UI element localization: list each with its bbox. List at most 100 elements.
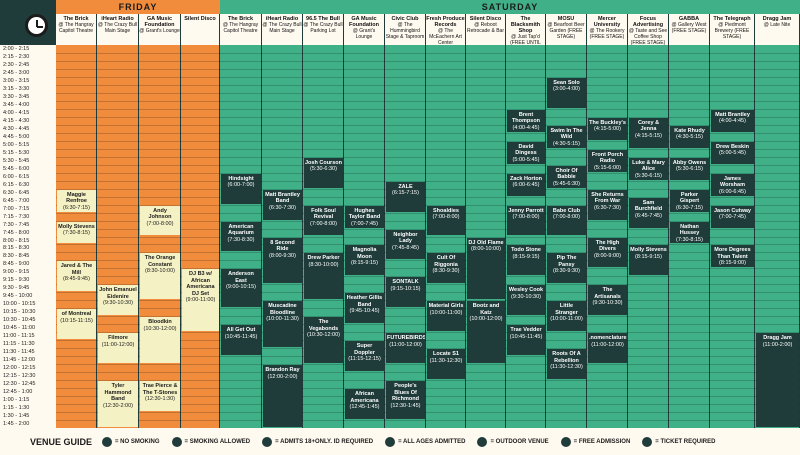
performance-block[interactable]: Maggie Renfroe (6:30-7:15) [57,189,96,212]
performance-block[interactable]: Neighbor Lady (7:45-8:45) [386,229,425,260]
performance-block[interactable]: Todo Stone (8:15-9:15) [507,245,545,276]
performance-block[interactable]: Molly Stevens (7:30-8:15) [57,221,96,244]
performance-block[interactable]: Parker Gispert (6:30-7:15) [670,189,709,212]
performance-block[interactable]: Jason Cutway (7:00-7:45) [711,205,754,228]
performer-name: Drew Parker [307,255,340,262]
performance-block[interactable]: Kate Rhudy (4:30-5:15) [670,125,709,148]
performer-name: Trae Pierce & The T-Stones [142,383,178,396]
performance-block[interactable]: Shoaldies (7:00-8:00) [427,205,465,236]
performance-block[interactable]: Bloodkin (10:30-12:00) [140,317,180,364]
performer-name: Brent Thompson [511,111,541,125]
performance-time: (10:30-12:00) [143,325,177,332]
performance-block[interactable]: David Dingess (5:00-5:45) [507,141,545,164]
performance-block[interactable]: Jared & The Mill (8:45-9:45) [57,261,96,292]
performance-block[interactable]: Trae Pierce & The T-Stones (12:30-1:30) [140,381,180,412]
performance-block[interactable]: Josh Courson (5:30-6:30) [304,157,343,188]
performance-block[interactable]: Trae Vedder (10:45-11:45) [507,325,545,356]
performance-block[interactable]: The Artisanals (9:30-10:30) [588,285,627,316]
performance-block[interactable]: Swim In The Wild (4:30-5:15) [547,125,586,148]
performance-block[interactable]: Matt Brantley (4:00-4:45) [711,109,754,132]
performance-block[interactable]: Matt Brantley Band (6:30-7:30) [263,189,302,220]
time-label: 12:15 - 12:30 [3,373,36,380]
performance-block[interactable]: Folk Soul Revival (7:00-8:00) [304,205,343,236]
performance-block[interactable]: Hindsight (6:00-7:00) [221,173,261,204]
performance-block[interactable]: ZALE (6:15-7:15) [386,181,425,212]
performance-time: (6:15-7:15) [392,190,419,197]
performance-block[interactable]: Babe Club (7:00-8:00) [547,205,586,236]
performance-block[interactable]: Anderson East (9:00-10:15) [221,269,261,308]
performance-block[interactable]: Magnolia Moon (8:15-9:15) [345,245,384,276]
performance-block[interactable]: FUTUREBIRDS (11:00-12:00) [386,333,425,364]
performance-block[interactable]: Muscadine Bloodline (10:00-11:30) [263,301,302,348]
performance-time: (11:00-12:00) [591,341,624,348]
performance-block[interactable]: African Americana (12:45-1:45) [345,389,384,419]
performance-block[interactable]: Andy Johnson (7:00-8:00) [140,205,180,236]
performance-block[interactable]: The Buckley's (4:15-5:00) [588,117,627,140]
performance-time: (7:00-8:00) [432,214,460,221]
performance-block[interactable]: DJ Old Flame (8:00-10:00) [467,237,505,300]
performance-block[interactable]: The Orange Constant (8:30-10:00) [140,253,180,300]
performance-block[interactable]: American Aquarium (7:30-8:30) [221,221,261,252]
performer-name: Choir Of Babble [555,167,578,181]
performance-time: (12:45-1:45) [349,404,380,411]
performance-block[interactable]: She Returns From War (6:30-7:30) [588,189,627,220]
performance-block[interactable]: Jenny Parrott (7:00-8:00) [507,205,545,236]
legend-item: = SMOKING ALLOWED [171,436,250,447]
performance-block[interactable]: of Montreal (10:15-11:15) [57,309,96,340]
performance-block[interactable]: Brent Thompson (4:00-4:45) [507,109,545,132]
performance-block[interactable]: People's Blues Of Richmond (12:30-1:45) [386,381,425,420]
performance-block[interactable]: Sam Burchfield (6:45-7:45) [629,197,668,228]
performance-block[interactable]: James Worsham (6:00-6:45) [711,173,754,196]
venue-column [97,45,139,428]
performance-block[interactable]: All Get Out (10:45-11:45) [221,325,261,356]
performance-block[interactable]: Little Stranger (10:00-11:00) [547,301,586,332]
venue-column [181,45,220,428]
time-label: 7:30 - 7:45 [3,221,30,228]
performance-block[interactable]: .nomenclature (11:00-12:00) [588,333,627,364]
performance-block[interactable]: Corey & Jenna (4:15-5:15) [629,117,668,148]
performance-block[interactable]: Bootz and Katz (10:00-12:00) [467,301,505,364]
legend-icon [560,436,571,447]
performance-block[interactable]: Brandon Ray (12:00-2:00) [263,365,302,427]
performance-block[interactable]: 8 Second Ride (8:00-9:30) [263,237,302,284]
performance-block[interactable]: Cult Of Riggonia (8:30-9:30) [427,253,465,284]
performance-block[interactable]: Front Porch Radio (5:15-6:00) [588,149,627,172]
performer-name: John Emanuel Eidenire [99,287,137,300]
performance-block[interactable]: The High Divers (8:00-9:00) [588,237,627,268]
performance-block[interactable]: The Vegabonds (10:30-12:00) [304,317,343,364]
performance-block[interactable]: Material Girls (10:00-11:00) [427,301,465,332]
performance-block[interactable]: Nathan Hussey (7:30-8:15) [670,221,709,244]
performance-block[interactable]: Wesley Cook (9:30-10:30) [507,285,545,316]
performance-block[interactable]: Dragg Jam (11:00-2:00) [756,333,799,427]
time-label: 5:30 - 5:45 [3,157,30,164]
performance-block[interactable]: Pip The Pansy (8:30-9:30) [547,253,586,284]
performer-name: Abby Owens [672,159,707,166]
performer-name: Tyler Hammond Band [104,383,132,403]
performance-block[interactable]: Roots Of A Rebellion (11:30-12:30) [547,349,586,380]
performance-block[interactable]: Drew Parker (8:30-10:00) [304,253,343,300]
performance-block[interactable]: Molly Stevens (8:15-9:15) [629,245,668,276]
performance-block[interactable]: Zack Horton (6:00-6:45) [507,173,545,196]
performance-block[interactable]: DJ B3 w/ African Americana DJ Set (9:00-1… [182,269,219,332]
performance-block[interactable]: Filmore (11:00-12:00) [98,333,138,364]
performance-block[interactable]: Choir Of Babble (5:45-6:30) [547,165,586,188]
performance-block[interactable]: Abby Owens (5:30-6:15) [670,157,709,180]
performance-block[interactable]: Hughes Taylor Band (7:00-7:45) [345,205,384,228]
performance-time: (7:00-8:00) [310,220,337,227]
performance-time: (11:30-12:30) [429,357,463,364]
performance-block[interactable]: Luke & Mary Alice (5:30-6:15) [629,157,668,180]
performance-block[interactable]: Heather Gillis Band (9:45-10:45) [345,293,384,324]
time-label: 2:45 - 3:00 [3,69,30,76]
performance-block[interactable]: Locate S1 (11:30-12:30) [427,349,465,380]
performer-name: African Americana [350,391,379,404]
performance-block[interactable]: Sean Solo (3:00-4:00) [547,77,586,108]
performance-block[interactable]: John Emanuel Eidenire (9:30-10:30) [98,285,138,316]
performance-block[interactable]: More Degrees Than Talent (8:15-9:00) [711,245,754,268]
performance-block[interactable]: Super Doppler (11:15-12:15) [345,341,384,372]
time-label: 7:15 - 7:30 [3,213,30,220]
venue-header: Silent Disco @ Reboot Retrocade & Bar [466,14,506,45]
performance-block[interactable]: Tyler Hammond Band (12:30-2:00) [98,381,138,427]
performance-block[interactable]: Drew Beskin (5:00-5:45) [711,141,754,164]
performance-block[interactable]: SONTALK (9:15-10:15) [386,277,425,308]
time-label: 11:45 - 12:00 [3,357,36,364]
